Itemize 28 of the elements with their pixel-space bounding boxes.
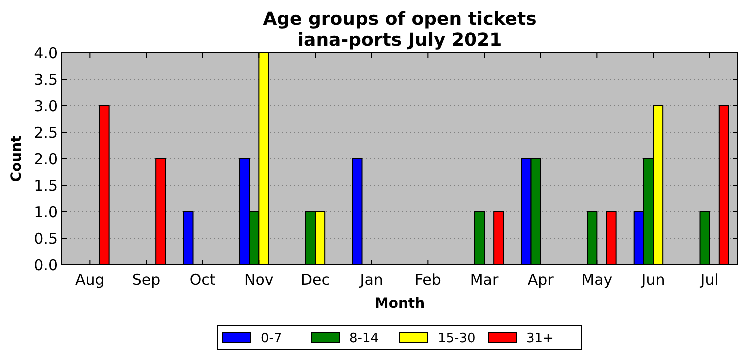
x-axis-title: Month — [374, 296, 426, 312]
legend-label: 31+ — [526, 332, 554, 347]
x-tick-label: Sep — [132, 271, 161, 289]
y-tick-label: 4.0 — [34, 44, 58, 62]
y-tick-label: 2.0 — [34, 150, 58, 168]
chart-title: Age groups of open tickets iana-ports July 2021 — [263, 9, 537, 51]
x-tick-label: Dec — [300, 271, 330, 289]
x-tick-label: Jan — [359, 271, 384, 289]
x-tick-label: Apr — [528, 271, 555, 289]
y-axis-title: Count — [9, 135, 25, 182]
y-tick-label: 2.5 — [34, 124, 58, 142]
legend-label: 15-30 — [438, 332, 476, 347]
y-tick-label: 1.5 — [34, 176, 58, 195]
legend-label: 8-14 — [350, 332, 380, 347]
x-tick-label: Jul — [700, 271, 719, 289]
x-tick-label: Mar — [470, 271, 500, 289]
y-tick-label: 3.5 — [34, 70, 58, 89]
x-tick-label: Feb — [414, 271, 442, 289]
y-tick-label: 1.0 — [34, 203, 58, 222]
y-tick-label: 0.5 — [34, 230, 58, 248]
x-tick-label: Oct — [190, 271, 216, 289]
x-tick-label: Aug — [76, 271, 105, 289]
y-tick-label: 0.0 — [34, 256, 58, 274]
legend-label: 0-7 — [261, 332, 282, 347]
x-tick-label: Jun — [640, 271, 666, 289]
x-tick-label: Nov — [244, 271, 274, 289]
x-tick-label: May — [582, 271, 613, 289]
y-tick-label: 3.0 — [34, 97, 58, 116]
